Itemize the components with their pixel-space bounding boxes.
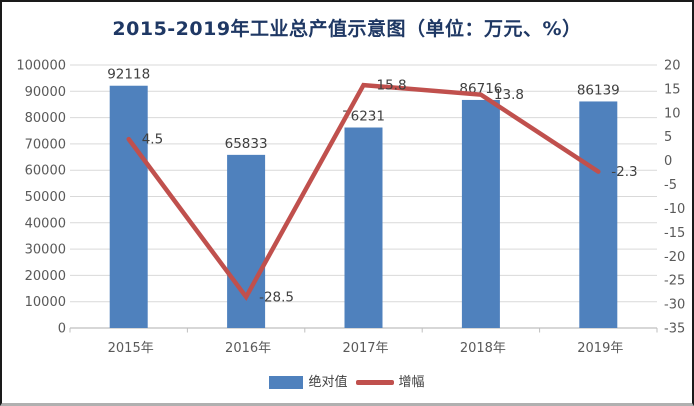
bar bbox=[579, 101, 618, 328]
x-axis-category-label: 2018年 bbox=[460, 341, 506, 356]
right-axis-tick-label: 20 bbox=[664, 59, 681, 74]
right-axis-tick-label: -20 bbox=[664, 250, 685, 265]
right-axis-tick-label: 15 bbox=[664, 82, 681, 97]
right-axis-tick-label: 0 bbox=[664, 154, 672, 169]
x-axis-category-label: 2015年 bbox=[108, 341, 154, 356]
line-data-label: -28.5 bbox=[259, 289, 294, 305]
line-data-label: 4.5 bbox=[142, 132, 163, 148]
x-axis-category-label: 2019年 bbox=[577, 341, 623, 356]
legend-line-swatch-icon bbox=[355, 380, 394, 385]
chart-title: 2015-2019年工业总产值示意图（单位：万元、%） bbox=[112, 18, 582, 40]
bar-data-label: 86139 bbox=[577, 82, 620, 98]
left-axis-tick-label: 0 bbox=[58, 322, 66, 337]
right-axis-tick-label: -5 bbox=[664, 178, 677, 193]
x-axis-category-label: 2017年 bbox=[342, 341, 388, 356]
line-series bbox=[126, 82, 601, 302]
bar bbox=[344, 127, 383, 328]
bar-data-label: 92118 bbox=[107, 67, 150, 83]
bar bbox=[109, 85, 148, 328]
line-data-label: 15.8 bbox=[377, 78, 407, 94]
left-axis-tick-label: 40000 bbox=[25, 216, 66, 231]
left-axis-tick-label: 20000 bbox=[25, 269, 66, 284]
bar bbox=[461, 99, 500, 328]
right-axis-tick-label: -25 bbox=[664, 274, 685, 289]
left-axis-tick-label: 100000 bbox=[16, 59, 66, 74]
bar-data-label: 76231 bbox=[342, 109, 385, 125]
legend-bar-label: 绝对值 bbox=[308, 375, 348, 390]
right-axis-tick-label: 10 bbox=[664, 106, 681, 121]
x-axis-category-label: 2016年 bbox=[225, 341, 271, 356]
bar-data-label: 65833 bbox=[225, 136, 268, 152]
legend-line-label: 增幅 bbox=[398, 375, 425, 390]
left-axis-tick-label: 70000 bbox=[25, 137, 66, 152]
right-axis-tick-label: -35 bbox=[664, 322, 685, 337]
right-axis-tick-label: 5 bbox=[664, 130, 672, 145]
right-axis-tick-label: -15 bbox=[664, 226, 685, 241]
legend: 绝对值 增幅 bbox=[2, 375, 692, 390]
left-axis-tick-label: 10000 bbox=[25, 295, 66, 310]
right-axis-tick-label: -30 bbox=[664, 298, 685, 313]
left-axis-tick-label: 60000 bbox=[25, 164, 66, 179]
left-axis-tick-label: 50000 bbox=[25, 190, 66, 205]
left-axis-tick-label: 90000 bbox=[25, 85, 66, 100]
left-axis-tick-label: 30000 bbox=[25, 243, 66, 258]
line-data-label: -2.3 bbox=[611, 164, 637, 180]
left-axis-tick-label: 80000 bbox=[25, 111, 66, 126]
line-data-label: 13.8 bbox=[494, 87, 524, 103]
right-axis-tick-label: -10 bbox=[664, 202, 685, 217]
legend-bar-swatch-icon bbox=[269, 376, 304, 389]
